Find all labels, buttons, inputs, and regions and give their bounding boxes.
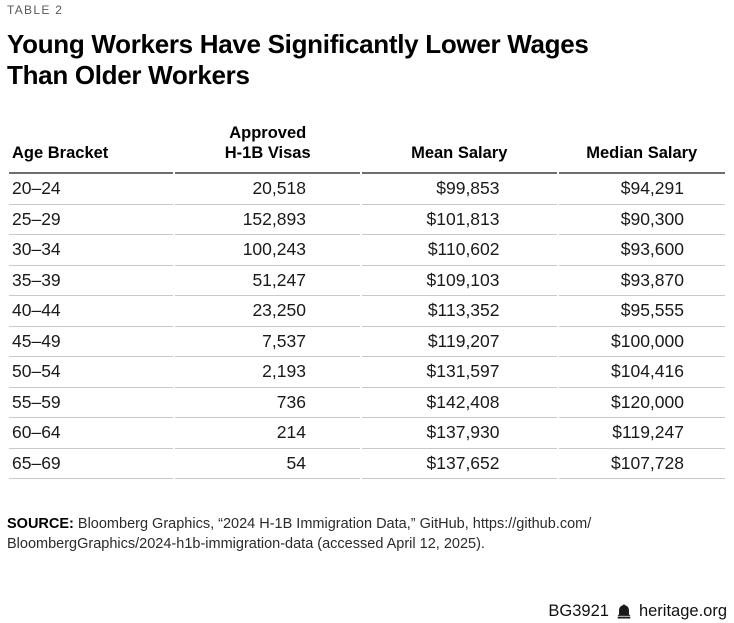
table-cell: $93,600 <box>558 235 725 266</box>
table-row: 60–64 214 $137,930 $119,247 <box>9 418 725 449</box>
column-header-median-salary: Median Salary <box>558 123 725 174</box>
table-cell: 40–44 <box>9 296 174 327</box>
page-title: Young Workers Have Significantly Lower W… <box>7 29 727 91</box>
table-number-label: TABLE 2 <box>7 3 64 17</box>
table-cell: 54 <box>175 449 360 479</box>
table-cell: $113,352 <box>361 296 557 327</box>
table-cell: 7,537 <box>175 327 360 357</box>
table-row: 65–69 54 $137,652 $107,728 <box>9 449 725 479</box>
table-cell: 20,518 <box>175 174 360 205</box>
source-note: SOURCE: Bloomberg Graphics, “2024 H-1B I… <box>7 515 647 554</box>
table-cell: $107,728 <box>558 449 725 479</box>
table-row: 55–59 736 $142,408 $120,000 <box>9 388 725 418</box>
table-cell: 100,243 <box>175 235 360 266</box>
table-cell: $93,870 <box>558 266 725 296</box>
liberty-bell-icon <box>617 604 631 619</box>
site-domain: heritage.org <box>638 602 727 620</box>
table-cell: $137,930 <box>361 418 557 449</box>
table-cell: 35–39 <box>9 266 174 296</box>
table-cell: $95,555 <box>558 296 725 327</box>
table-cell: $104,416 <box>558 357 725 388</box>
table-body: 20–24 20,518 $99,853 $94,291 25–29 152,893 $10… <box>9 174 725 479</box>
table-cell: 55–59 <box>9 388 174 418</box>
table-cell: 214 <box>175 418 360 449</box>
title-line-1: Young Workers Have Significantly Lower W… <box>7 29 589 59</box>
column-header-mean-salary: Mean Salary <box>361 123 557 174</box>
table-cell: 152,893 <box>175 205 360 235</box>
table-row: 25–29 152,893 $101,813 $90,300 <box>9 205 725 235</box>
column-header-age-bracket: Age Bracket <box>9 123 174 174</box>
table-cell: $119,247 <box>558 418 725 449</box>
source-line-1: Bloomberg Graphics, “2024 H-1B Immigrati… <box>73 516 592 532</box>
table-cell: $137,652 <box>361 449 557 479</box>
table-cell: $90,300 <box>558 205 725 235</box>
table-cell: $99,853 <box>361 174 557 205</box>
table-cell: $142,408 <box>361 388 557 418</box>
table-cell: 65–69 <box>9 449 174 479</box>
source-line-2: BloombergGraphics/2024-h1b-immigration-d… <box>7 535 485 552</box>
table-cell: $120,000 <box>558 388 725 418</box>
table-row: 30–34 100,243 $110,602 $93,600 <box>9 235 725 266</box>
table-cell: $109,103 <box>361 266 557 296</box>
table-cell: $131,597 <box>361 357 557 388</box>
table-cell: 23,250 <box>175 296 360 327</box>
table-cell: 50–54 <box>9 357 174 388</box>
table-cell: 30–34 <box>9 235 174 266</box>
header-row: Age Bracket Approved H-1B Visas Mean Sal… <box>9 123 725 174</box>
column-header-approved-visas: Approved H-1B Visas <box>175 123 360 174</box>
table-row: 45–49 7,537 $119,207 $100,000 <box>9 327 725 357</box>
table-cell: $119,207 <box>361 327 557 357</box>
table-cell: $110,602 <box>361 235 557 266</box>
table-cell: 2,193 <box>175 357 360 388</box>
table-cell: $94,291 <box>558 174 725 205</box>
table-cell: 51,247 <box>175 266 360 296</box>
table-row: 20–24 20,518 $99,853 $94,291 <box>9 174 725 205</box>
table-row: 40–44 23,250 $113,352 $95,555 <box>9 296 725 327</box>
document-id: BG3921 <box>548 602 609 620</box>
table-row: 35–39 51,247 $109,103 $93,870 <box>9 266 725 296</box>
table-cell: 60–64 <box>9 418 174 449</box>
table-row: 50–54 2,193 $131,597 $104,416 <box>9 357 725 388</box>
table-cell: 736 <box>175 388 360 418</box>
table-cell: 45–49 <box>9 327 174 357</box>
title-line-2: Than Older Workers <box>7 60 250 90</box>
source-label: SOURCE: <box>7 516 74 532</box>
table-cell: 20–24 <box>9 174 174 205</box>
table-cell: $100,000 <box>558 327 725 357</box>
wage-data-table: Age Bracket Approved H-1B Visas Mean Sal… <box>7 123 727 479</box>
table-cell: 25–29 <box>9 205 174 235</box>
footer: BG3921 heritage.org <box>548 602 727 621</box>
table-cell: $101,813 <box>361 205 557 235</box>
